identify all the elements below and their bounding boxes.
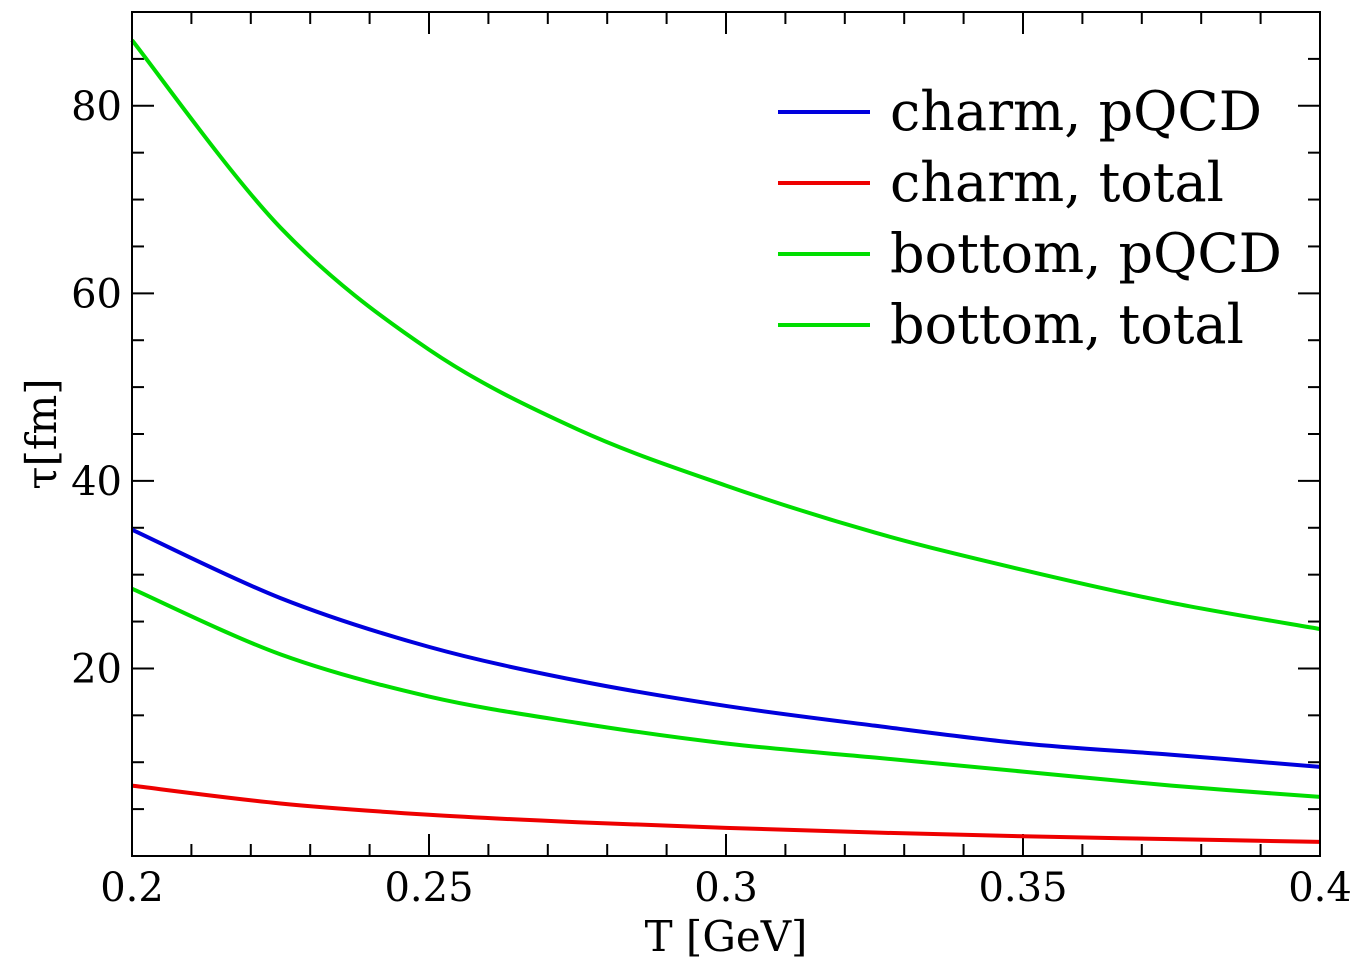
x-axis-title: T [GeV] — [645, 912, 808, 961]
x-tick-label: 0.35 — [978, 865, 1067, 911]
series-line-bottom-pqcd — [131, 586, 1321, 799]
legend: charm, pQCD charm, total bottom, pQCD botto… — [778, 80, 1282, 356]
y-tick-label: 40 — [71, 459, 122, 505]
legend-label-charm-pqcd: charm, pQCD — [890, 80, 1262, 143]
legend-label-bottom-pqcd: bottom, pQCD — [890, 222, 1282, 285]
y-axis-title: τ[fm] — [17, 378, 66, 489]
ticks-layer — [131, 12, 1321, 856]
legend-label-bottom-total: bottom, total — [890, 293, 1244, 356]
y-tick-label: 20 — [71, 646, 122, 692]
x-tick-label: 0.4 — [1288, 865, 1352, 911]
x-tick-label: 0.2 — [100, 865, 164, 911]
x-tick-label: 0.3 — [694, 865, 758, 911]
series-lines — [130, 38, 1321, 844]
series-line-charm-pqcd — [131, 527, 1321, 769]
legend-label-charm-total: charm, total — [890, 151, 1224, 214]
series-line-charm-total — [131, 783, 1321, 844]
y-tick-label: 60 — [71, 271, 122, 317]
tick-labels: 0.2 0.25 0.3 0.35 0.4 20 40 60 80 — [71, 84, 1352, 911]
y-tick-label: 80 — [71, 84, 122, 130]
plot-frame — [131, 11, 1321, 857]
series-line-bottom-total — [130, 38, 1321, 632]
x-tick-label: 0.25 — [384, 865, 473, 911]
